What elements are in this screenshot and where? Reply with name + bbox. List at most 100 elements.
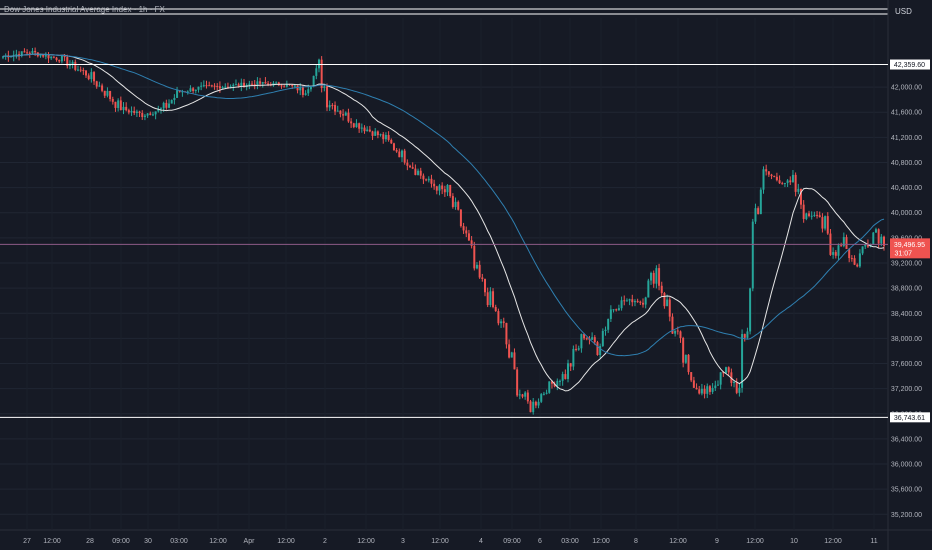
level-label: 36,743.61 <box>894 415 925 422</box>
candle-body <box>824 216 826 228</box>
candle-body <box>661 286 663 293</box>
candle-body <box>422 176 424 180</box>
x-tick-label: 12:00 <box>669 538 687 545</box>
candle-body <box>259 81 261 83</box>
candle-body <box>725 367 727 373</box>
y-tick-label: 37,200.00 <box>891 386 922 393</box>
x-tick-label: 12:00 <box>592 538 610 545</box>
candle-body <box>704 389 706 394</box>
candle-body <box>473 246 475 269</box>
candle-body <box>519 394 521 395</box>
candle-body <box>326 86 328 107</box>
candle-body <box>176 90 178 98</box>
candle-body <box>230 86 232 87</box>
candle-body <box>88 75 90 79</box>
candle-body <box>805 213 807 219</box>
x-tick-label: 10 <box>790 538 798 545</box>
candle-body <box>503 321 505 323</box>
candle-body <box>631 299 633 302</box>
candle-body <box>741 334 743 388</box>
candle-body <box>53 57 55 58</box>
candle-body <box>224 87 226 88</box>
candle-body <box>572 349 574 367</box>
candle-body <box>433 184 435 187</box>
candle-body <box>409 166 411 167</box>
candle-body <box>214 86 216 87</box>
candle-body <box>216 86 218 87</box>
candle-body <box>736 382 738 393</box>
candle-body <box>275 83 277 84</box>
candle-body <box>570 363 572 366</box>
candle-body <box>398 152 400 158</box>
y-tick-label: 41,600.00 <box>891 110 922 117</box>
candle-body <box>698 389 700 393</box>
candle-body <box>26 52 28 53</box>
y-tick-label: 42,000.00 <box>891 85 922 92</box>
candle-body <box>487 292 489 305</box>
candle-body <box>417 171 419 175</box>
candle-body <box>382 134 384 139</box>
x-tick-label: 11 <box>870 538 877 545</box>
candle-body <box>880 237 882 244</box>
y-tick-label: 38,000.00 <box>891 336 922 343</box>
x-tick-label: 09:00 <box>112 538 130 545</box>
candle-body <box>728 367 730 372</box>
candle-body <box>468 233 470 240</box>
candle-body <box>347 113 349 122</box>
y-tick-label: 40,800.00 <box>891 160 922 167</box>
candle-body <box>655 268 657 284</box>
candle-body <box>380 134 382 135</box>
candle-body <box>93 72 95 81</box>
candle-body <box>476 265 478 268</box>
candle-body <box>353 123 355 127</box>
candle-body <box>117 100 119 108</box>
candle-body <box>650 273 652 281</box>
candle-body <box>521 394 523 396</box>
candle-body <box>128 110 130 112</box>
candle-body <box>511 352 513 357</box>
candle-body <box>441 185 443 189</box>
candle-body <box>449 185 451 196</box>
candle-body <box>235 84 237 85</box>
candle-body <box>738 388 740 393</box>
candle-body <box>773 176 775 177</box>
y-tick-label: 37,600.00 <box>891 361 922 368</box>
candle-body <box>74 62 76 70</box>
candle-body <box>465 230 467 233</box>
candle-body <box>859 253 861 266</box>
candle-body <box>305 93 307 95</box>
candle-body <box>425 179 427 180</box>
candle-body <box>29 53 31 54</box>
candle-body <box>776 177 778 180</box>
candle-body <box>56 58 58 60</box>
candle-body <box>677 331 679 332</box>
candle-body <box>396 150 398 151</box>
candle-body <box>104 91 106 96</box>
candle-body <box>430 179 432 184</box>
candle-body <box>524 393 526 397</box>
candle-body <box>131 111 133 112</box>
candle-body <box>538 402 540 406</box>
candle-body <box>862 246 864 253</box>
x-tick-label: 12:00 <box>824 538 842 545</box>
candle-body <box>114 102 116 108</box>
candle-body <box>280 85 282 86</box>
candle-body <box>578 348 580 349</box>
candle-body <box>784 183 786 184</box>
candle-body <box>318 60 320 69</box>
candle-body <box>463 226 465 230</box>
candle-body <box>808 213 810 216</box>
candle-body <box>82 70 84 71</box>
candle-body <box>527 393 529 402</box>
candle-body <box>457 202 459 210</box>
candle-body <box>811 216 813 217</box>
candle-body <box>508 344 510 357</box>
candle-body <box>283 86 285 87</box>
candle-body <box>637 301 639 302</box>
candle-body <box>369 130 371 132</box>
level-label: 42,359.60 <box>894 62 925 69</box>
candle-body <box>256 81 258 85</box>
candle-body <box>682 338 684 363</box>
candle-body <box>500 321 502 323</box>
